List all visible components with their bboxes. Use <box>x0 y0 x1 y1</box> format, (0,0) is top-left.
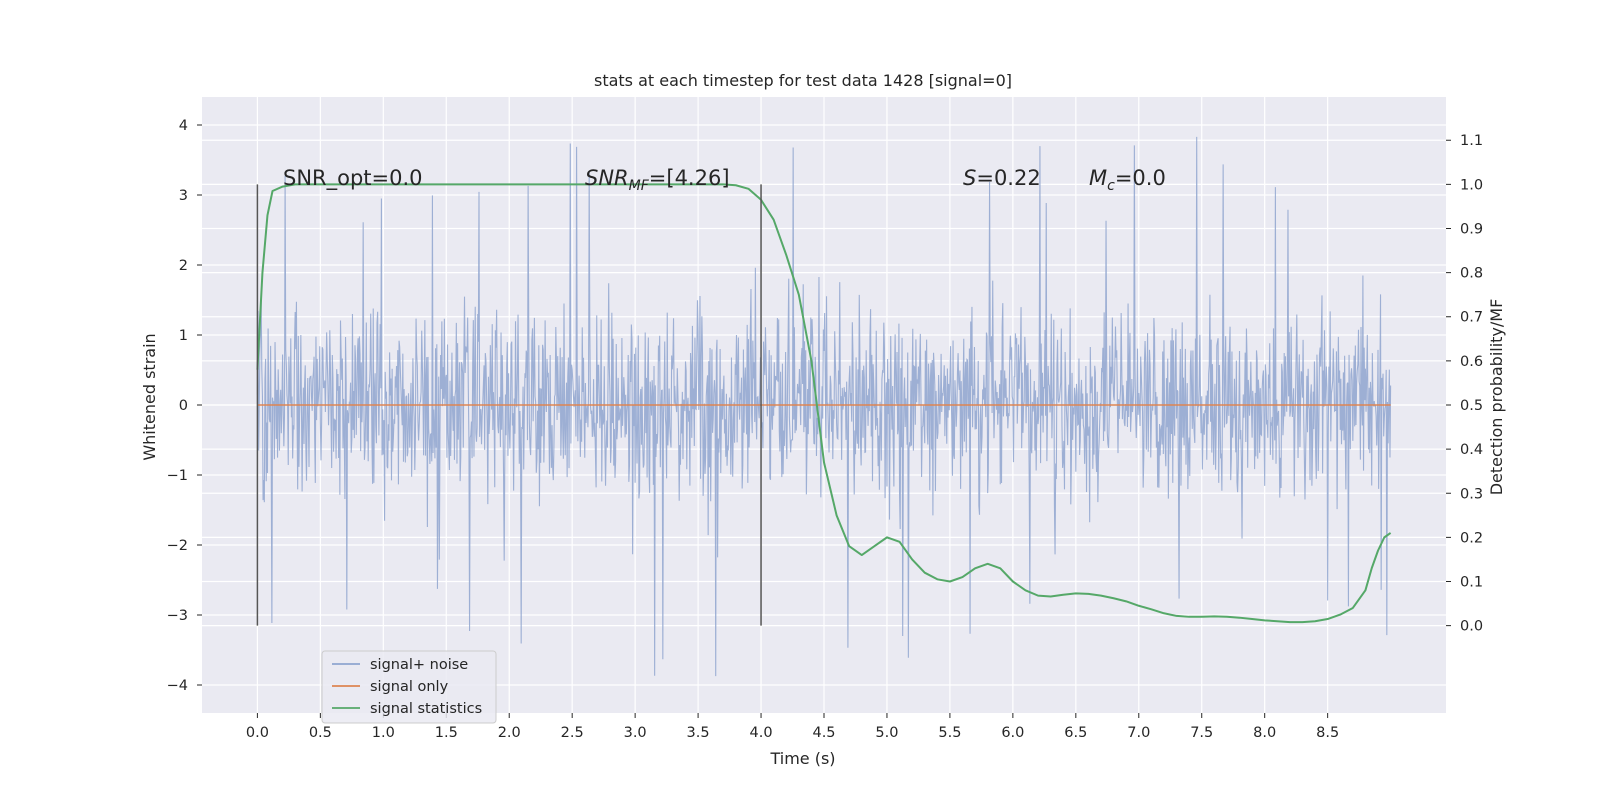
x-tick-label: 5.5 <box>938 725 961 741</box>
x-tick-label: 6.5 <box>1064 725 1087 741</box>
y-tick-label-right: 0.1 <box>1460 575 1483 591</box>
snr-mf-subscript: MF <box>629 178 650 194</box>
x-tick-label: 0.0 <box>246 725 269 741</box>
noise-line <box>256 136 1392 677</box>
y-tick-label-left: 0 <box>179 398 188 414</box>
legend-label-noise: signal+ noise <box>370 657 468 673</box>
mc-subscript: c <box>1107 178 1115 194</box>
y-tick-label-left: −4 <box>167 678 188 694</box>
mc-value: =0.0 <box>1115 166 1166 190</box>
y-tick-label-left: −1 <box>167 468 188 484</box>
legend-box <box>321 650 497 724</box>
x-tick-label: 2.0 <box>498 725 521 741</box>
x-tick-label: 7.0 <box>1127 725 1150 741</box>
mc-label: M <box>1089 166 1107 190</box>
y-tick-label-right: 0.8 <box>1460 266 1483 282</box>
marker-lines <box>256 184 762 626</box>
y-tick-label-right: 0.6 <box>1460 354 1483 370</box>
y-tick-label-right: 0.0 <box>1460 619 1483 635</box>
x-tick-label: 4.5 <box>812 725 835 741</box>
y-tick-label-left: 3 <box>179 188 188 204</box>
x-tick-label: 1.5 <box>435 725 458 741</box>
y-tick-label-left: −3 <box>167 608 188 624</box>
noise-series <box>256 136 1392 677</box>
s-value: =0.22 <box>976 166 1040 190</box>
x-tick-label: 3.0 <box>624 725 647 741</box>
x-tick-label: 0.5 <box>309 725 332 741</box>
x-tick-label: 1.0 <box>372 725 395 741</box>
y-tick-label-left: 1 <box>179 328 188 344</box>
y-tick-label-right: 0.5 <box>1460 398 1483 414</box>
annotation-snr-mf: SNRMF=[4.26] <box>585 166 730 194</box>
y-tick-label-right: 0.9 <box>1460 221 1483 237</box>
chart-title: stats at each timestep for test data 142… <box>594 71 1012 90</box>
snr-mf-value: =[4.26] <box>649 166 730 190</box>
y-tick-label-right: 0.7 <box>1460 310 1483 326</box>
legend-label-statistics: signal statistics <box>370 701 482 717</box>
y-ticks-right: 1.1 1.0 0.9 0.8 0.7 0.6 0.5 0.4 0.3 0.2 0.1 0.0 <box>1446 133 1483 635</box>
y-tick-label-left: 2 <box>179 258 188 274</box>
y-tick-label-right: 0.4 <box>1460 442 1483 458</box>
x-tick-label: 3.5 <box>687 725 710 741</box>
y-tick-label-right: 1.1 <box>1460 133 1483 149</box>
annotation-s: S=0.22 <box>963 166 1041 190</box>
x-tick-label: 7.5 <box>1190 725 1213 741</box>
x-tick-label: 8.5 <box>1316 725 1339 741</box>
x-axis-label: Time (s) <box>769 749 835 768</box>
y-tick-label-right: 1.0 <box>1460 177 1483 193</box>
x-tick-label: 4.0 <box>750 725 773 741</box>
x-tick-label: 2.5 <box>561 725 584 741</box>
legend: signal+ noise signal only signal statist… <box>321 650 497 724</box>
statistics-line <box>256 183 1392 624</box>
x-tick-label: 5.0 <box>875 725 898 741</box>
x-tick-label: 6.0 <box>1001 725 1024 741</box>
y-axis-label-right: Detection probability/MF <box>1487 299 1506 496</box>
annotation-snr-opt: SNR_opt=0.0 <box>283 166 423 191</box>
legend-label-signal-only: signal only <box>370 679 449 695</box>
y-tick-label-right: 0.3 <box>1460 486 1483 502</box>
annotation-mc: Mc=0.0 <box>1089 166 1166 194</box>
statistics-series <box>256 183 1392 624</box>
x-ticks: 0.0 0.5 1.0 1.5 2.0 2.5 3.0 3.5 4.0 4.5 5.0 5.5 6.0 6… <box>246 713 1339 741</box>
y-axis-label-left: Whitened strain <box>140 333 159 460</box>
s-label: S <box>963 166 976 190</box>
y-tick-label-left: 4 <box>179 118 188 134</box>
x-tick-label: 8.0 <box>1253 725 1276 741</box>
y-ticks-left: 4 3 2 1 0 −1 −2 −3 −4 <box>167 118 202 694</box>
snr-mf-prefix: SNR <box>585 166 629 190</box>
y-tick-label-left: −2 <box>167 538 188 554</box>
y-tick-label-right: 0.2 <box>1460 530 1483 546</box>
